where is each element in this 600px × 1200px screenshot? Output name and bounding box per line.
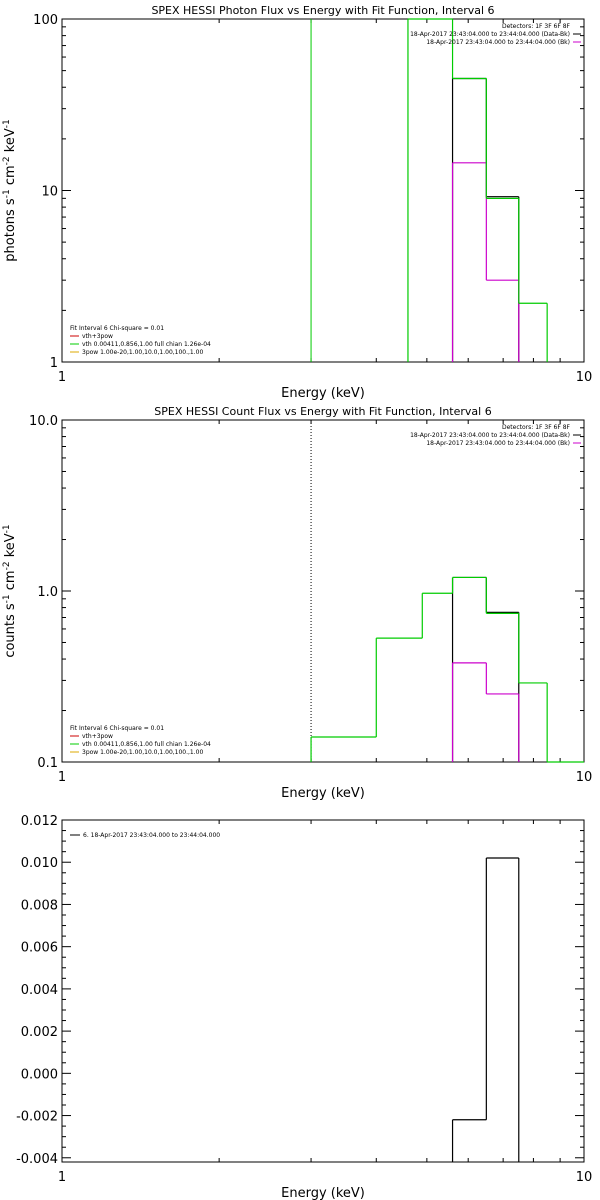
x-tick-label: 10: [576, 370, 593, 385]
y-axis-label: counts s-1 cm-2 keV-1: [2, 524, 18, 657]
x-axis-label: Energy (keV): [281, 1186, 365, 1200]
y-tick-label: -0.004: [16, 1152, 58, 1167]
chart-title: SPEX HESSI Photon Flux vs Energy with Fi…: [151, 4, 494, 17]
chart-panel-1: SPEX HESSI Photon Flux vs Energy with Fi…: [2, 4, 592, 401]
legend-tr-entry: Detectors: 1F 3F 6F 8F: [502, 23, 571, 30]
y-tick-label: 1: [50, 356, 58, 371]
legend-bl-entry: vth 0.00411,0.856,1.00 full chian 1.26e-…: [82, 741, 211, 748]
y-tick-label: 0.012: [21, 814, 58, 829]
y-tick-label: 0.010: [21, 856, 58, 871]
plot-frame: [61, 819, 585, 1163]
legend-bl-entry: 3pow 1.00e-20,1.00,10.0,1.00,100.,1.00: [82, 349, 203, 356]
y-tick-label: 0.000: [21, 1067, 58, 1082]
legend-bl-entry: vth+3pow: [82, 733, 113, 740]
y-tick-label: 0.002: [21, 1025, 58, 1040]
y-tick-label: 0.008: [21, 898, 58, 913]
legend-bl-entry: 3pow 1.00e-20,1.00,10.0,1.00,100.,1.00: [82, 749, 203, 756]
legend-tr-entry: 18-Apr-2017 23:43:04.000 to 23:44:04.000…: [426, 39, 570, 46]
chart-panel-2: SPEX HESSI Count Flux vs Energy with Fit…: [2, 405, 592, 801]
legend-tl-entry: 6. 18-Apr-2017 23:43:04.000 to 23:44:04.…: [83, 832, 220, 839]
x-tick-label: 10: [576, 770, 593, 785]
legend-tr-entry: 18-Apr-2017 23:43:04.000 to 23:44:04.000…: [410, 31, 570, 38]
x-tick-label: 1: [58, 770, 66, 785]
legend-bl-entry: Fit Interval 6 Chi-square = 0.01: [70, 725, 164, 732]
legend-tr-entry: Detectors: 1F 3F 6F 8F: [502, 424, 571, 431]
x-axis-label: Energy (keV): [281, 786, 365, 801]
plot-frame: [61, 419, 585, 763]
legend-tr-entry: 18-Apr-2017 23:43:04.000 to 23:44:04.000…: [410, 432, 570, 439]
chart-title: SPEX HESSI Count Flux vs Energy with Fit…: [154, 405, 491, 418]
y-axis-label: photons s-1 cm-2 keV-1: [2, 119, 18, 261]
legend-bl-entry: Fit Interval 6 Chi-square = 0.01: [70, 325, 164, 332]
legend-bl-entry: vth+3pow: [82, 333, 113, 340]
x-tick-label: 10: [576, 1170, 593, 1185]
y-tick-label: 100: [33, 13, 58, 28]
y-tick-label: 10: [41, 185, 58, 200]
x-tick-label: 1: [58, 370, 66, 385]
x-axis-label: Energy (keV): [281, 386, 365, 401]
y-tick-label: 10.0: [29, 414, 58, 429]
chart-panel-3: Energy (keV) 1 10 -0.004 -0.002 0.000 0.002 0.0…: [16, 814, 592, 1200]
plot-frame: [61, 18, 585, 363]
legend-tr-entry: 18-Apr-2017 23:43:04.000 to 23:44:04.000…: [426, 440, 570, 447]
y-tick-label: 0.004: [21, 983, 58, 998]
y-tick-label: 0.1: [37, 756, 58, 771]
y-tick-label: 0.006: [21, 941, 58, 956]
x-tick-label: 1: [58, 1170, 66, 1185]
y-tick-label: 1.0: [37, 585, 58, 600]
y-tick-label: -0.002: [16, 1110, 58, 1125]
legend-bl-entry: vth 0.00411,0.856,1.00 full chian 1.26e-…: [82, 341, 211, 348]
